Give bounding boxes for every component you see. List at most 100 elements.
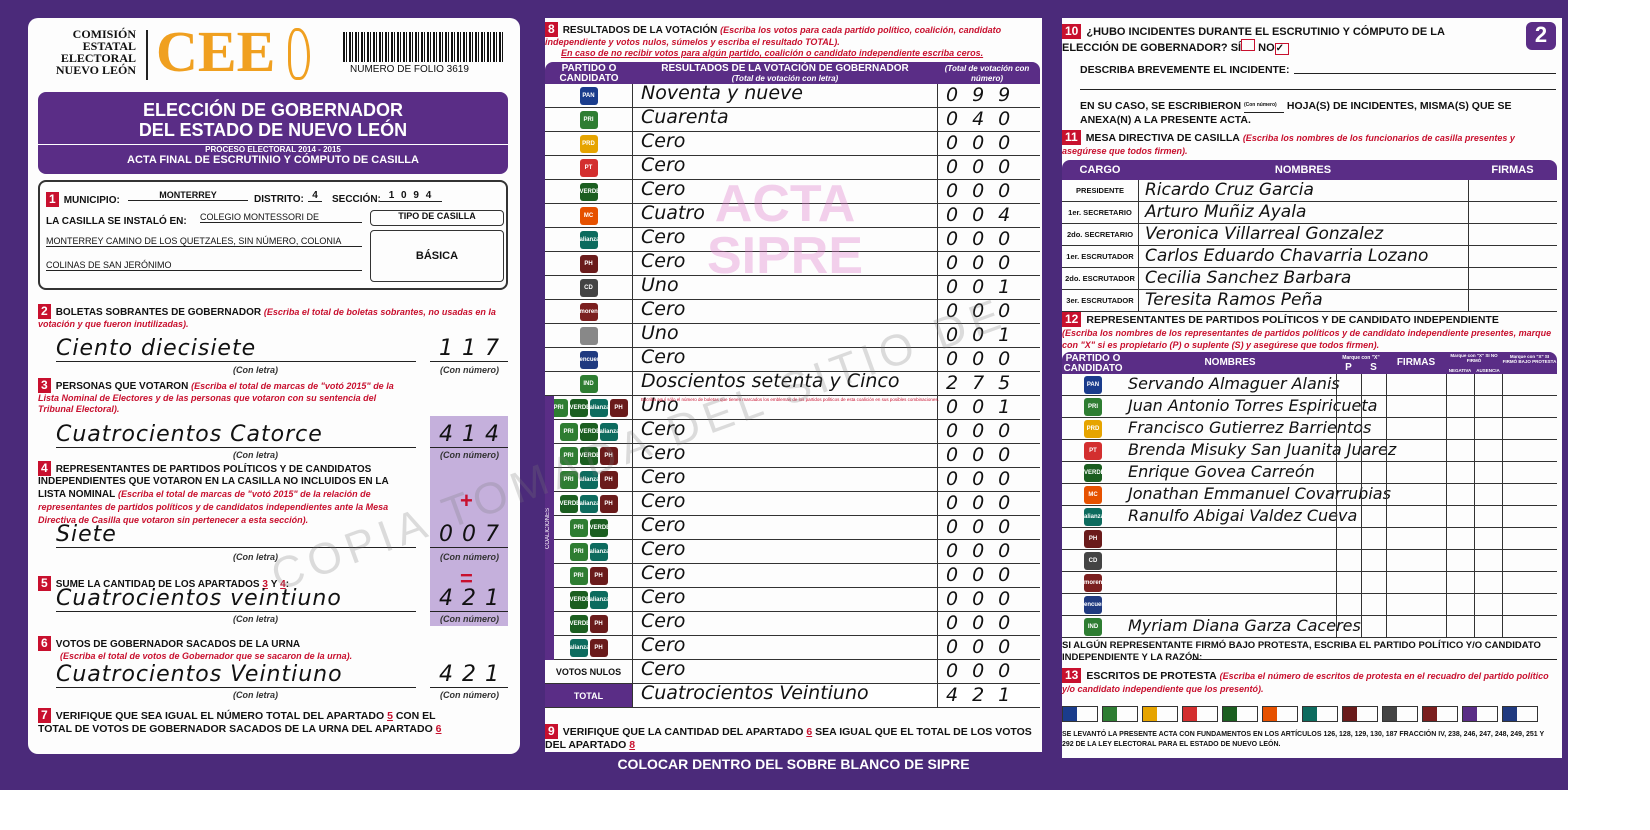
representantes-numero-field[interactable]: 007: [430, 522, 508, 548]
votaron-letra-field[interactable]: Cuatrocientos Catorce: [56, 422, 416, 448]
escrito-box[interactable]: [1422, 706, 1458, 722]
p-checkbox[interactable]: [1336, 616, 1361, 638]
votes-letra-field[interactable]: Cero: [641, 490, 686, 512]
boletas-numero-field[interactable]: 117: [430, 336, 508, 362]
representative-name-field[interactable]: Brenda Misuky San Juanita Juarez: [1128, 440, 1397, 459]
p-checkbox[interactable]: [1336, 396, 1361, 418]
s-checkbox[interactable]: [1361, 396, 1386, 418]
suma-numero-field[interactable]: 421: [430, 586, 508, 612]
ausencia-checkbox[interactable]: [1474, 374, 1502, 396]
nombre-field[interactable]: Veronica Villarreal Gonzalez: [1138, 224, 1468, 246]
escrito-box[interactable]: [1062, 706, 1098, 722]
escrito-count-field[interactable]: [1437, 707, 1457, 721]
p-checkbox[interactable]: [1336, 462, 1361, 484]
votes-letra-field[interactable]: Cero: [641, 178, 686, 200]
p-checkbox[interactable]: [1336, 506, 1361, 528]
firma-field[interactable]: [1386, 374, 1446, 396]
ausencia-checkbox[interactable]: [1474, 462, 1502, 484]
escrito-box[interactable]: [1182, 706, 1218, 722]
protest-reason-field[interactable]: [1192, 650, 1557, 660]
firma-field[interactable]: [1386, 616, 1446, 638]
votes-numero-field[interactable]: 099: [937, 84, 1040, 107]
escrito-box[interactable]: [1222, 706, 1258, 722]
firma-field[interactable]: [1386, 594, 1446, 616]
votes-letra-field[interactable]: Cero: [641, 346, 686, 368]
ausencia-checkbox[interactable]: [1474, 440, 1502, 462]
representative-name-field[interactable]: Jonathan Emmanuel Covarrubias: [1128, 484, 1391, 503]
escrito-box[interactable]: [1462, 706, 1498, 722]
protesta-checkbox[interactable]: [1502, 396, 1557, 418]
votes-letra-field[interactable]: Cero: [641, 226, 686, 248]
votes-numero-field[interactable]: 040: [937, 108, 1040, 131]
protesta-checkbox[interactable]: [1502, 572, 1557, 594]
incident-description-field[interactable]: [1294, 62, 1556, 74]
votes-numero-field[interactable]: 000: [937, 468, 1040, 491]
representative-name-field[interactable]: Myriam Diana Garza Caceres: [1128, 616, 1361, 635]
negativa-checkbox[interactable]: [1446, 484, 1474, 506]
representative-name-field[interactable]: Servando Almaguer Alanis: [1128, 374, 1340, 393]
votes-numero-field[interactable]: 000: [937, 420, 1040, 443]
votes-letra-field[interactable]: Cero: [641, 442, 686, 464]
protesta-checkbox[interactable]: [1502, 440, 1557, 462]
escrito-box[interactable]: [1262, 706, 1298, 722]
escrito-count-field[interactable]: [1397, 707, 1417, 721]
protesta-checkbox[interactable]: [1502, 528, 1557, 550]
negativa-checkbox[interactable]: [1446, 594, 1474, 616]
escrito-count-field[interactable]: [1197, 707, 1217, 721]
representative-name-field[interactable]: Juan Antonio Torres Espiricueta: [1128, 396, 1378, 415]
votes-letra-field[interactable]: Cuarenta: [641, 106, 729, 128]
escrito-count-field[interactable]: [1237, 707, 1257, 721]
representative-name-field[interactable]: Ranulfo Abigai Valdez Cueva: [1128, 506, 1358, 525]
ausencia-checkbox[interactable]: [1474, 418, 1502, 440]
ausencia-checkbox[interactable]: [1474, 506, 1502, 528]
votes-letra-field[interactable]: Cero: [641, 634, 686, 656]
protesta-checkbox[interactable]: [1502, 484, 1557, 506]
firma-field[interactable]: [1468, 224, 1557, 246]
votes-numero-field[interactable]: 000: [937, 228, 1040, 251]
firma-field[interactable]: [1386, 462, 1446, 484]
s-checkbox[interactable]: [1361, 506, 1386, 528]
votes-letra-field[interactable]: Doscientos setenta y Cinco: [641, 370, 900, 392]
votes-letra-field[interactable]: Cuatro: [641, 202, 705, 224]
representative-name-field[interactable]: Francisco Gutierrez Barrientos: [1128, 418, 1372, 437]
negativa-checkbox[interactable]: [1446, 550, 1474, 572]
votes-numero-field[interactable]: 001: [937, 324, 1040, 347]
ausencia-checkbox[interactable]: [1474, 616, 1502, 638]
firma-field[interactable]: [1386, 418, 1446, 440]
nombre-field[interactable]: Ricardo Cruz Garcia: [1138, 180, 1468, 202]
p-checkbox[interactable]: [1336, 572, 1361, 594]
escrito-box[interactable]: [1142, 706, 1178, 722]
firma-field[interactable]: [1468, 290, 1557, 312]
s-checkbox[interactable]: [1361, 440, 1386, 462]
votes-numero-field[interactable]: 000: [937, 180, 1040, 203]
s-checkbox[interactable]: [1361, 418, 1386, 440]
firma-field[interactable]: [1386, 396, 1446, 418]
nombre-field[interactable]: Cecilia Sanchez Barbara: [1138, 268, 1468, 290]
p-checkbox[interactable]: [1336, 484, 1361, 506]
negativa-checkbox[interactable]: [1446, 396, 1474, 418]
firma-field[interactable]: [1386, 550, 1446, 572]
protesta-checkbox[interactable]: [1502, 506, 1557, 528]
firma-field[interactable]: [1386, 506, 1446, 528]
incident-description-field-2[interactable]: [1080, 80, 1556, 90]
votes-letra-field[interactable]: Cuatrocientos Veintiuno: [641, 682, 869, 704]
firma-field[interactable]: [1468, 180, 1557, 202]
suma-letra-field[interactable]: Cuatrocientos veintiuno: [56, 586, 416, 612]
protesta-checkbox[interactable]: [1502, 418, 1557, 440]
boletas-letra-field[interactable]: Ciento diecisiete: [56, 336, 416, 362]
votes-letra-field[interactable]: Uno: [641, 394, 679, 416]
firma-field[interactable]: [1386, 440, 1446, 462]
votes-letra-field[interactable]: Cero: [641, 154, 686, 176]
votes-numero-field[interactable]: 000: [937, 660, 1040, 683]
protesta-checkbox[interactable]: [1502, 550, 1557, 572]
protesta-checkbox[interactable]: [1502, 594, 1557, 616]
negativa-checkbox[interactable]: [1446, 528, 1474, 550]
representative-name-field[interactable]: Enrique Govea Carreón: [1128, 462, 1315, 481]
votes-letra-field[interactable]: Cero: [641, 418, 686, 440]
votes-letra-field[interactable]: Uno: [641, 274, 679, 296]
votes-numero-field[interactable]: 000: [937, 564, 1040, 587]
votes-numero-field[interactable]: 000: [937, 156, 1040, 179]
s-checkbox[interactable]: [1361, 528, 1386, 550]
ausencia-checkbox[interactable]: [1474, 396, 1502, 418]
votes-letra-field[interactable]: Cero: [641, 586, 686, 608]
